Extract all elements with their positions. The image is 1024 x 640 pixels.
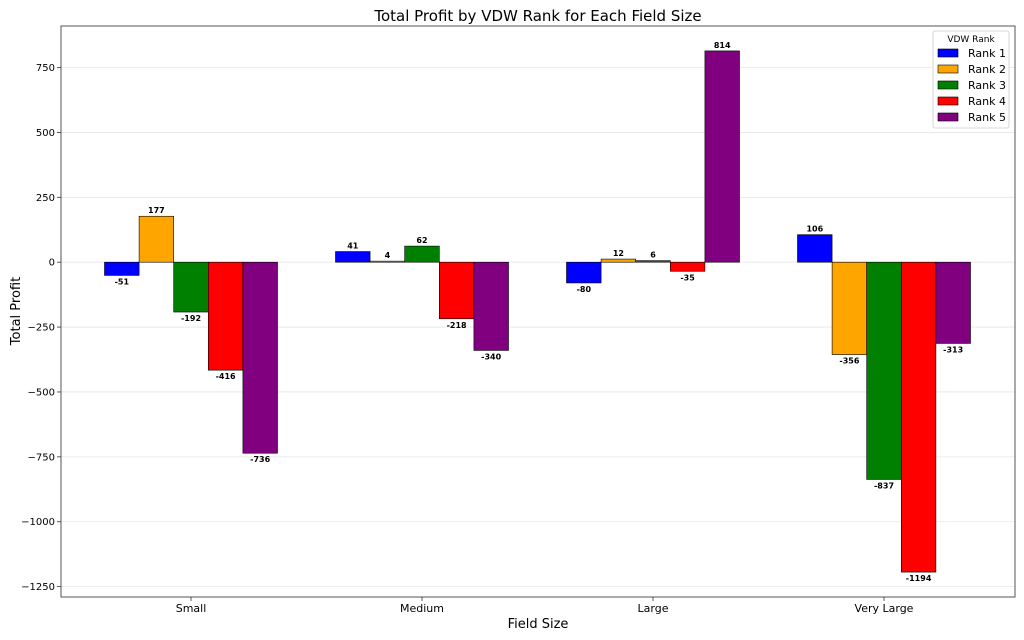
y-tick-label: −500 — [28, 387, 55, 398]
bar — [600, 258, 636, 263]
bars — [104, 50, 971, 573]
data-label: 41 — [347, 242, 359, 251]
data-label: -416 — [216, 372, 236, 381]
bar — [935, 261, 971, 344]
data-label: -192 — [181, 314, 201, 323]
bar — [404, 245, 440, 263]
data-label: -80 — [577, 285, 592, 294]
bar — [635, 260, 671, 263]
chart-title: Total Profit by VDW Rank for Each Field … — [373, 7, 701, 25]
bar — [669, 261, 706, 272]
bar — [866, 261, 902, 480]
y-tick-label: 500 — [36, 128, 55, 139]
data-label: 4 — [385, 251, 391, 260]
legend-entry: Rank 2 — [968, 63, 1006, 76]
bar — [242, 261, 278, 454]
data-label: -736 — [250, 455, 270, 464]
bar — [797, 234, 833, 263]
bar — [704, 50, 740, 263]
data-label: -837 — [874, 481, 894, 490]
bar — [104, 261, 140, 276]
x-axis-ticks: Small Medium Large Very Large — [176, 597, 914, 615]
bar — [831, 261, 867, 355]
data-label: 106 — [806, 225, 823, 234]
data-label: -35 — [680, 273, 695, 282]
x-tick-label: Very Large — [855, 602, 914, 615]
legend-swatch — [937, 48, 959, 58]
legend: VDW Rank Rank 1 Rank 2 Rank 3 Rank 4 Rank 5 — [932, 30, 1010, 129]
bar — [369, 260, 406, 263]
legend-swatch — [937, 64, 959, 74]
y-tick-label: −1000 — [21, 517, 55, 528]
data-label: -218 — [447, 321, 467, 330]
legend-entry: Rank 4 — [968, 95, 1006, 108]
plot-frame — [60, 25, 1016, 598]
data-label: 6 — [650, 251, 656, 260]
legend-entry: Rank 1 — [968, 47, 1006, 60]
bar — [566, 261, 602, 284]
y-tick-label: 250 — [36, 193, 55, 204]
bar — [335, 251, 371, 263]
data-label: -313 — [943, 345, 963, 354]
legend-entry: Rank 3 — [968, 79, 1006, 92]
y-axis-ticks: 750 500 250 0 −250 −500 −750 −1000 −1250 — [21, 63, 61, 593]
data-label: -1194 — [906, 574, 932, 583]
legend-title: VDW Rank — [947, 35, 995, 45]
data-label: -356 — [839, 357, 859, 366]
legend-swatch — [937, 96, 959, 106]
y-axis-label: Total Profit — [9, 277, 24, 346]
x-tick-label: Medium — [400, 602, 444, 615]
y-tick-label: −1250 — [21, 582, 55, 593]
bar — [138, 215, 175, 263]
x-tick-label: Small — [176, 602, 207, 615]
data-label: 177 — [148, 206, 165, 215]
y-tick-label: 0 — [49, 258, 55, 269]
bar — [900, 261, 937, 573]
legend-entry: Rank 5 — [968, 111, 1006, 124]
data-label: 814 — [714, 41, 731, 50]
bar — [473, 261, 509, 351]
x-axis-label: Field Size — [508, 617, 569, 632]
legend-swatch — [937, 112, 959, 122]
y-tick-label: −750 — [28, 452, 55, 463]
value-labels: -51 41 -80 106 177 4 12 -356 -192 62 6 -837 -416 -218… — [115, 41, 964, 583]
legend-swatch — [937, 80, 959, 90]
data-label: -340 — [481, 352, 501, 361]
bar — [438, 261, 475, 320]
data-label: 62 — [416, 236, 427, 245]
x-tick-label: Large — [638, 602, 669, 615]
data-label: 12 — [613, 249, 624, 258]
bar — [208, 261, 244, 371]
y-tick-label: 750 — [36, 63, 55, 74]
bar — [173, 261, 209, 313]
data-label: -51 — [115, 277, 130, 286]
y-tick-label: −250 — [28, 323, 55, 334]
